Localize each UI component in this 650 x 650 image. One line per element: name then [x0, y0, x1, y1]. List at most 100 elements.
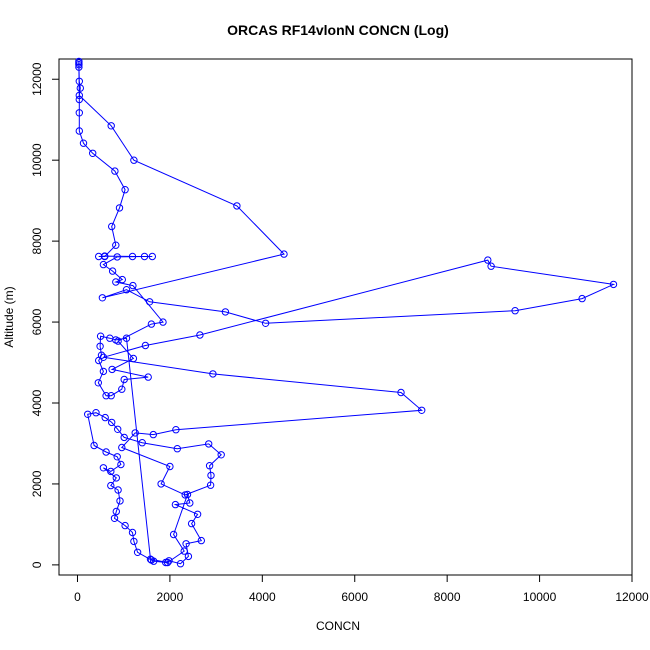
data-point: [113, 253, 121, 261]
y-axis: 0 2000 4000 6000 8000 10000 12000: [30, 62, 59, 568]
data-point: [106, 334, 114, 342]
data-point: [609, 280, 618, 289]
data-point: [118, 385, 126, 393]
data-point: [261, 319, 270, 327]
y-tick-label: 10000: [30, 143, 44, 177]
y-tick-label: 12000: [30, 62, 44, 96]
x-tick-label: 4000: [249, 590, 276, 604]
data-point: [99, 260, 108, 269]
data-point: [187, 519, 196, 528]
data-point: [92, 409, 100, 417]
data-point: [112, 278, 120, 286]
data-point: [148, 252, 157, 261]
data-point: [122, 286, 131, 294]
data-point: [102, 448, 110, 456]
x-tick-label: 8000: [434, 590, 461, 604]
data-point: [145, 298, 154, 306]
data-point: [182, 540, 190, 548]
data-point: [184, 552, 193, 561]
data-point: [75, 60, 83, 69]
data-point: [121, 521, 129, 530]
data-point: [108, 418, 116, 427]
data-point: [76, 84, 85, 92]
plot-frame: [58, 58, 633, 576]
data-point: [110, 514, 119, 522]
data-point: [90, 441, 98, 450]
data-point: [130, 537, 138, 546]
data-point: [169, 530, 178, 539]
data-point: [487, 262, 495, 270]
data-point: [75, 77, 84, 86]
data-point: [140, 252, 149, 261]
data-point: [206, 481, 215, 489]
data-point: [108, 267, 117, 275]
data-point: [107, 122, 115, 130]
data-point: [101, 413, 109, 422]
data-point: [113, 453, 121, 461]
data-point: [130, 156, 138, 164]
data-point: [96, 342, 104, 350]
data-point: [233, 202, 241, 210]
data-point: [111, 167, 119, 175]
data-point: [183, 490, 192, 499]
data-point: [197, 536, 206, 545]
y-tick-label: 2000: [30, 470, 44, 497]
data-point: [118, 443, 126, 452]
data-point: [79, 139, 88, 147]
data-point: [484, 256, 492, 264]
data-point: [186, 499, 194, 507]
data-point: [173, 445, 182, 453]
data-point: [108, 365, 116, 374]
x-tick-label: 6000: [341, 590, 368, 604]
data-point: [118, 275, 127, 284]
data-point: [115, 204, 124, 212]
data-point: [166, 462, 174, 471]
data-point: [129, 281, 137, 290]
x-tick-label: 2000: [157, 590, 184, 604]
data-point: [128, 252, 137, 261]
x-tick-label: 0: [74, 590, 81, 604]
data-point: [209, 370, 217, 378]
data-point: [75, 127, 84, 135]
y-axis-label: Altitude (m): [2, 286, 16, 347]
data-point: [280, 250, 288, 258]
data-point: [112, 241, 120, 249]
data-point: [217, 451, 225, 459]
data-point: [147, 320, 156, 328]
data-point: [141, 341, 150, 350]
data-point: [121, 186, 129, 194]
data-point: [221, 308, 230, 316]
data-point: [511, 307, 519, 315]
data-point: [165, 557, 173, 565]
data-point: [114, 337, 122, 345]
data-point: [131, 429, 139, 437]
data-point: [94, 379, 103, 387]
data-point: [180, 547, 188, 555]
x-tick-label: 12000: [615, 590, 649, 604]
data-point: [114, 425, 122, 433]
data-point: [418, 406, 426, 414]
data-point: [75, 63, 83, 71]
data-point: [157, 480, 165, 488]
data-point: [112, 507, 121, 516]
data-point: [159, 318, 167, 326]
series-line: [78, 61, 616, 565]
data-point: [207, 471, 215, 480]
data-point: [205, 462, 214, 470]
data-point: [99, 367, 108, 376]
y-tick-label: 0: [30, 561, 44, 568]
data-point: [397, 388, 405, 397]
data-point: [89, 149, 97, 158]
data-point: [122, 334, 131, 342]
data-point: [107, 481, 115, 490]
data-point: [146, 555, 155, 563]
data-point: [75, 91, 84, 100]
data-point: [95, 356, 103, 365]
data-point: [193, 510, 202, 518]
data-point: [144, 373, 152, 381]
data-point: [138, 439, 146, 447]
y-tick-label: 8000: [30, 227, 44, 254]
data-point: [102, 392, 110, 400]
data-point: [101, 252, 109, 261]
y-tick-label: 4000: [30, 389, 44, 416]
